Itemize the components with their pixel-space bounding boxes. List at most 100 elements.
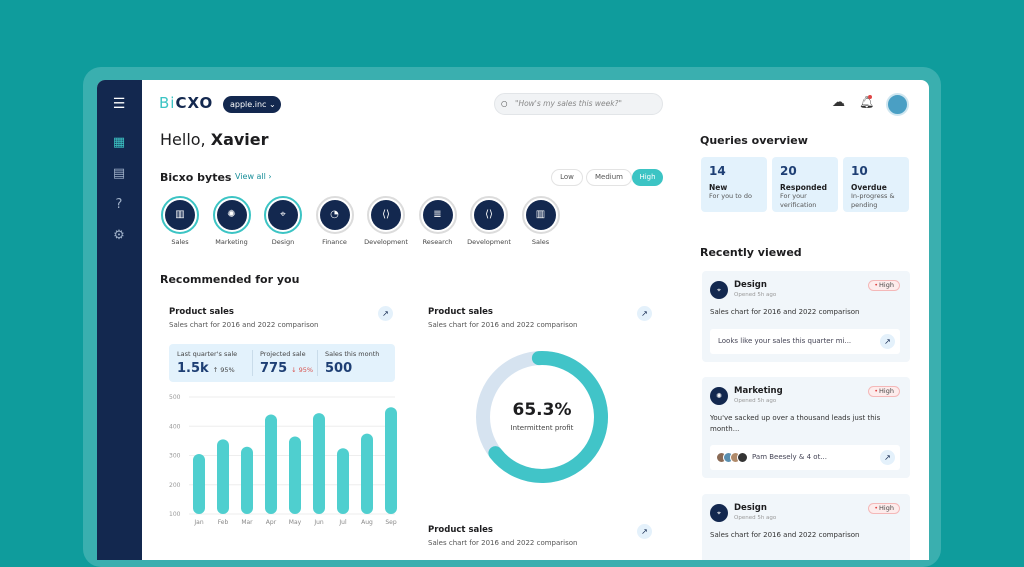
open-arrow-icon[interactable]: ↗ <box>880 334 895 349</box>
org-selector[interactable]: apple.inc ⌄ <box>223 96 281 113</box>
logo: BiCXO <box>159 94 214 112</box>
x-tick-label: Jan <box>193 519 203 526</box>
cloud-alert-icon[interactable]: ☁ <box>832 95 845 110</box>
bar-jan <box>193 454 205 514</box>
dashboard-icon[interactable]: ▦ <box>112 135 126 150</box>
collaborators-box[interactable]: Pam Beesely & 4 ot... ↗ <box>710 445 900 470</box>
card3-open-button[interactable]: ↗ <box>637 524 652 539</box>
bar-may <box>289 436 301 514</box>
design-icon: ⌖ <box>710 281 728 299</box>
search-placeholder: "How's my sales this week?" <box>515 99 622 108</box>
stat-label: Projected sale <box>260 350 306 358</box>
byte-sales[interactable]: ▥ Sales <box>521 196 560 246</box>
design-icon: ⌖ <box>710 504 728 522</box>
recent-card-time: Opened 5h ago <box>734 292 777 298</box>
bar-aug <box>361 433 373 514</box>
recent-card[interactable]: ✺ Marketing Opened 5h ago High You've sa… <box>702 377 910 478</box>
byte-marketing[interactable]: ✺ Marketing <box>212 196 251 246</box>
x-tick-label: May <box>289 519 302 526</box>
insight-box[interactable]: Looks like your sales this quarter mi...… <box>710 329 900 354</box>
filter-medium[interactable]: Medium <box>586 169 632 186</box>
help-icon[interactable]: ? <box>115 197 123 212</box>
y-tick-label: 500 <box>169 394 181 401</box>
settings-icon[interactable]: ⚙ <box>113 228 125 243</box>
x-tick-label: Aug <box>361 519 373 526</box>
byte-development[interactable]: ⟨⟩ Development <box>467 196 511 246</box>
recent-card-time: Opened 5h ago <box>734 515 777 521</box>
bar-chart: 500 400 300 200 100 Jan Feb Mar Apr May Jun Jul Aug S… <box>169 394 397 526</box>
search-input[interactable]: ○ "How's my sales this week?" <box>494 93 663 115</box>
donut-chart <box>476 351 608 483</box>
bell-icon[interactable]: 🔔︎ <box>859 95 875 109</box>
recent-card[interactable]: ⌖ Design Opened 5h ago High Sales chart … <box>702 271 910 362</box>
query-count: 14 <box>709 164 726 178</box>
stat-label: Last quarter's sale <box>177 350 238 358</box>
card1-title: Product sales <box>169 307 234 317</box>
query-overdue[interactable]: 10 Overdue In-progress & pending <box>843 157 909 212</box>
byte-development[interactable]: ⟨⟩ Development <box>364 196 408 246</box>
view-all-link[interactable]: View all › <box>235 172 272 181</box>
bar-chart-icon: ▥ <box>165 200 195 230</box>
recent-card-time: Opened 5h ago <box>734 398 777 404</box>
menu-icon[interactable]: ☰ <box>112 96 126 112</box>
recent-card-title: Marketing <box>734 386 783 396</box>
pie-chart-icon: ◔ <box>319 200 350 230</box>
document-icon: ≣ <box>422 200 453 230</box>
y-tick-label: 100 <box>169 511 181 518</box>
query-count: 20 <box>780 164 797 178</box>
query-new[interactable]: 14 New For you to do <box>701 157 767 212</box>
y-tick-label: 300 <box>169 453 181 460</box>
byte-design[interactable]: ⌖ Design <box>264 196 302 246</box>
donut-value: 65.3% <box>512 400 572 420</box>
byte-research[interactable]: ≣ Research <box>418 196 457 246</box>
query-desc: In-progress & pending <box>851 192 895 209</box>
megaphone-icon: ✺ <box>216 200 247 230</box>
recent-card[interactable]: ⌖ Design Opened 5h ago High Sales chart … <box>702 494 910 560</box>
filter-low[interactable]: Low <box>551 169 583 186</box>
recent-card-title: Design <box>734 503 767 513</box>
byte-label: Development <box>364 238 408 246</box>
recent-card-desc: Sales chart for 2016 and 2022 comparison <box>710 308 860 316</box>
recent-title: Recently viewed <box>700 246 802 259</box>
priority-badge: High <box>868 280 900 291</box>
stat-change: ↓ 95% <box>291 366 314 374</box>
card1-open-button[interactable]: ↗ <box>378 306 393 321</box>
y-tick-label: 200 <box>169 482 181 489</box>
recent-card-desc: You've sacked up over a thousand leads j… <box>710 414 881 433</box>
avatar[interactable] <box>886 93 909 116</box>
query-title: Overdue <box>851 183 887 192</box>
bar-sep <box>385 407 397 514</box>
x-tick-label: Mar <box>241 519 253 526</box>
query-title: Responded <box>780 183 828 192</box>
byte-finance[interactable]: ◔ Finance <box>315 196 354 246</box>
stat-label: Sales this month <box>325 350 380 358</box>
stat-value: 500 <box>325 361 353 376</box>
open-arrow-icon[interactable]: ↗ <box>880 450 895 465</box>
query-count: 10 <box>851 164 868 178</box>
bar-jun <box>313 413 325 514</box>
bar-apr <box>265 414 277 514</box>
byte-label: Sales <box>171 238 189 246</box>
donut-arc <box>476 351 608 483</box>
x-tick-label: Jul <box>338 519 347 526</box>
card2-open-button[interactable]: ↗ <box>637 306 652 321</box>
notification-dot <box>868 95 872 99</box>
org-label: apple.inc <box>230 100 267 109</box>
search-icon: ○ <box>501 99 508 108</box>
query-desc: For you to do <box>709 192 752 200</box>
priority-badge: High <box>868 386 900 397</box>
stat-value: 1.5k <box>177 361 209 376</box>
recommended-title: Recommended for you <box>160 273 300 286</box>
query-responded[interactable]: 20 Responded For your verification <box>772 157 838 212</box>
reports-icon[interactable]: ▤ <box>112 166 126 181</box>
card3-subtitle: Sales chart for 2016 and 2022 comparison <box>428 539 578 547</box>
bar-feb <box>217 439 229 514</box>
priority-badge: High <box>868 503 900 514</box>
byte-label: Sales <box>531 238 550 246</box>
avatar <box>737 451 748 463</box>
bar-mar <box>241 446 253 514</box>
filter-high[interactable]: High <box>632 169 663 186</box>
insight-text: Looks like your sales this quarter mi... <box>718 337 852 345</box>
byte-sales[interactable]: ▥ Sales <box>161 196 199 246</box>
stat-change: ↑ 95% <box>212 366 235 374</box>
